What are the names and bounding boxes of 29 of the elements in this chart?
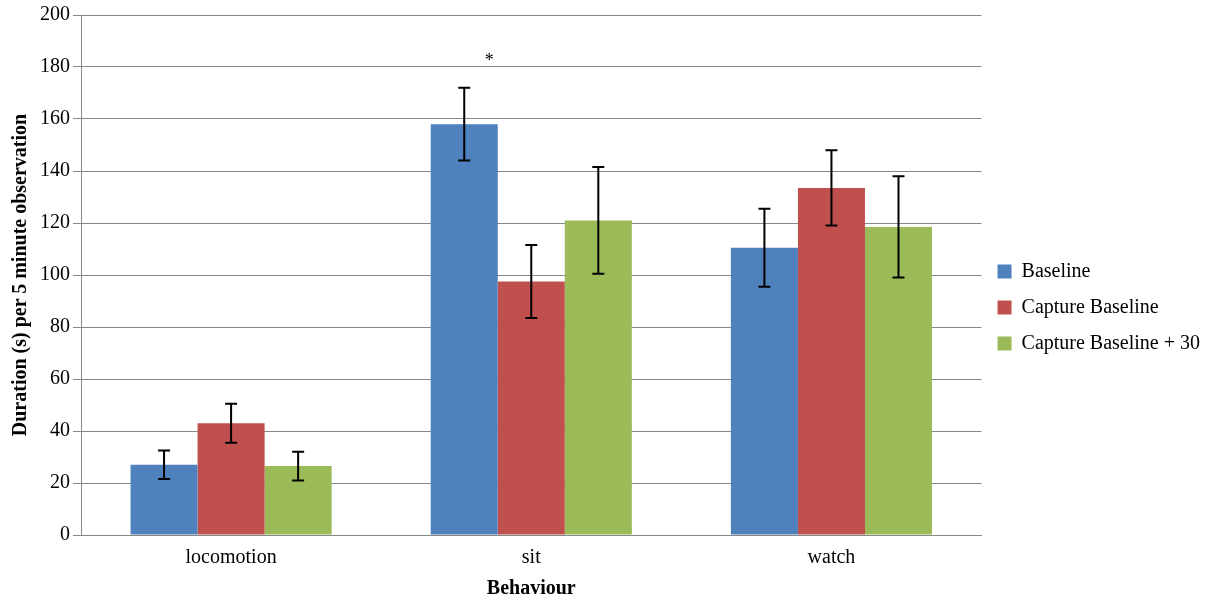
y-tick-label: 180	[40, 54, 70, 77]
y-tick-label: 0	[60, 522, 70, 545]
annotation: *	[484, 49, 494, 70]
x-axis-title: Behaviour	[486, 576, 576, 599]
y-tick-label: 20	[50, 470, 70, 493]
y-tick-label: 100	[40, 262, 70, 285]
y-tick-label: 60	[50, 366, 70, 389]
bar	[130, 464, 198, 535]
bar	[864, 226, 933, 535]
legend-label: Baseline	[1021, 258, 1091, 281]
bar	[730, 247, 798, 535]
legend-label: Capture Baseline + 30	[1021, 330, 1201, 354]
bar	[497, 281, 565, 535]
x-tick-label: locomotion	[185, 545, 277, 568]
legend-label: Capture Baseline	[1021, 294, 1159, 318]
bar	[430, 124, 498, 535]
y-tick-label: 160	[40, 106, 70, 129]
bar	[264, 466, 332, 535]
x-tick-label: sit	[521, 545, 542, 568]
y-axis-title: Duration (s) per 5 minute observation	[8, 113, 32, 437]
bar	[564, 220, 632, 535]
y-tick-label: 40	[50, 418, 70, 441]
y-tick-label: 140	[40, 158, 70, 181]
y-tick-label: 80	[50, 314, 70, 337]
y-tick-label: 200	[40, 2, 70, 25]
y-tick-label: 120	[40, 210, 70, 233]
x-tick-label: watch	[807, 545, 856, 568]
bar	[197, 423, 265, 535]
bar	[797, 187, 865, 535]
